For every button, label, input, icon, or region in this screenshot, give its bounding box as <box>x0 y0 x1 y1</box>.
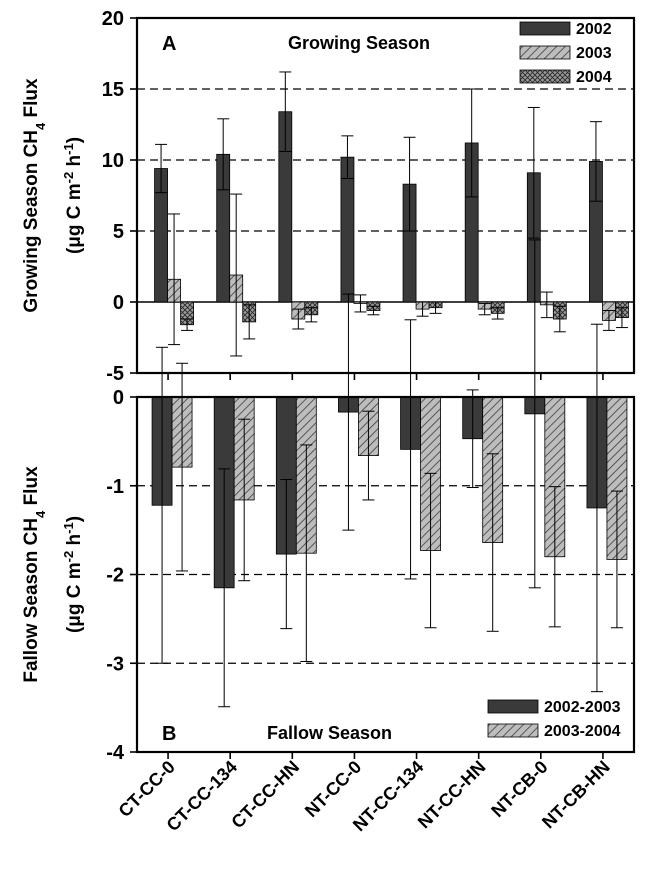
x-category-label-ct-cc-0: CT-CC-0 <box>115 757 179 821</box>
legend-swatch-a-2002 <box>519 21 571 36</box>
y-tick-label-b: 0 <box>113 387 124 409</box>
plot-frame-a <box>135 16 636 375</box>
panel-letter-b: B <box>162 723 176 745</box>
legend-label-a-2002: 2002 <box>576 21 612 38</box>
y-tick-label-b: -4 <box>106 742 125 764</box>
panel-letter-a: A <box>162 33 176 55</box>
y-tick-label-b: -3 <box>106 653 124 675</box>
legend-label-a-2003: 2003 <box>576 45 612 62</box>
y-tick-label-a: -5 <box>106 363 124 385</box>
y-tick-label-b: -1 <box>106 476 124 498</box>
y-axis-label-b: Fallow Season CH4 Flux <box>21 466 48 683</box>
y-axis-label-a: Growing Season CH4 Flux <box>21 78 48 313</box>
y-axis-label-units-b: (μg C m-2 h-1) <box>61 516 86 633</box>
y-tick-label-a: 0 <box>113 292 124 314</box>
y-tick-label-a: 20 <box>102 8 124 30</box>
x-category-labels: CT-CC-0CT-CC-134CT-CC-HNNT-CC-0NT-CC-134… <box>115 757 614 836</box>
legend-label-b-2002-2003: 2002-2003 <box>544 699 621 716</box>
y-tick-label-a: 10 <box>102 150 124 172</box>
legend-label-a-2004: 2004 <box>576 69 612 86</box>
y-tick-label-b: -2 <box>106 565 124 587</box>
y-tick-label-a: 15 <box>102 79 124 101</box>
x-category-label-nt-cb-hn: NT-CB-HN <box>538 757 614 833</box>
x-category-label-nt-cb-0: NT-CB-0 <box>487 757 551 821</box>
x-category-label-nt-cc-hn: NT-CC-HN <box>414 757 490 833</box>
legend-swatch-b-2003-2004 <box>487 723 539 738</box>
panel-b-fallow-season: -4 -3 -2 -1 0 B Fallow Season 2002-2003 2003-200… <box>21 239 636 764</box>
x-category-label-ct-cc-hn: CT-CC-HN <box>227 757 303 833</box>
legend-label-b-2003-2004: 2003-2004 <box>544 723 621 740</box>
legend-swatch-a-2003 <box>519 45 571 60</box>
legend-swatch-b-2002-2003 <box>487 699 539 714</box>
x-category-label-nt-cc-0: NT-CC-0 <box>301 757 365 821</box>
panel-title-a: Growing Season <box>288 33 430 53</box>
panel-a-growing-season: -5 0 5 10 15 20 A Growing Season 2002 2003 2004 Gro… <box>21 8 636 385</box>
panel-title-b: Fallow Season <box>267 723 392 743</box>
y-axis-label-units-a: (μg C m-2 h-1) <box>61 137 86 254</box>
y-tick-label-a: 5 <box>113 221 124 243</box>
legend-swatch-a-2004 <box>519 69 571 84</box>
